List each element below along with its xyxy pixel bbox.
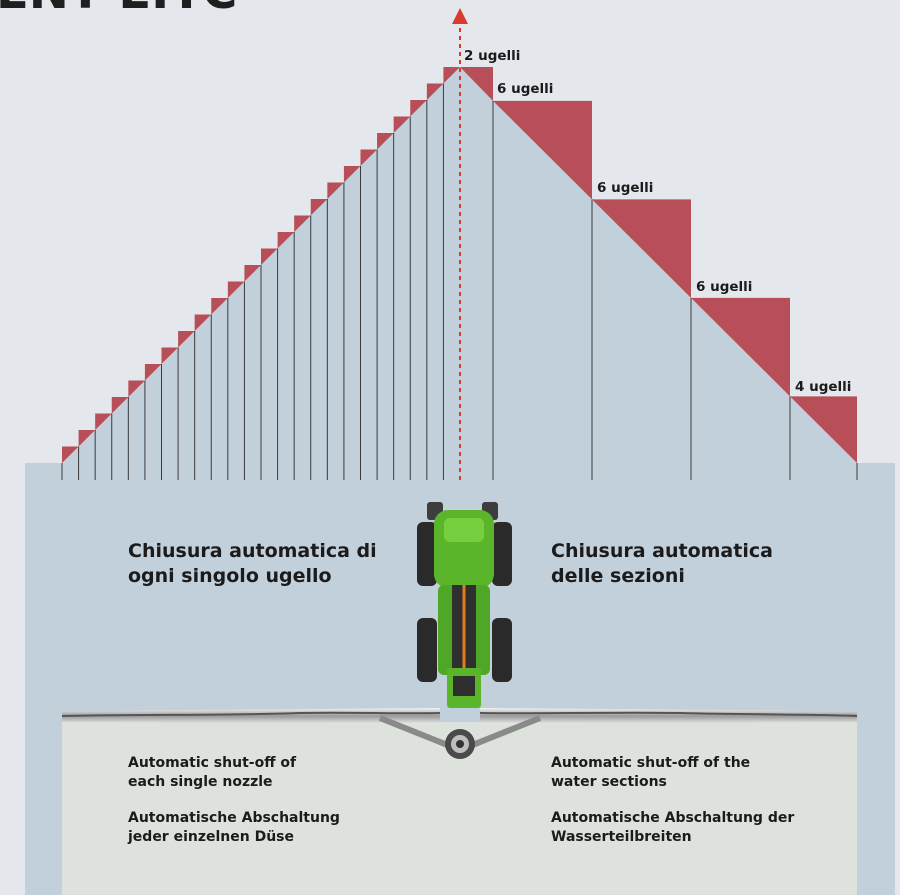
- shutoff-steps: [62, 67, 857, 463]
- nozzle-lines: [61, 83, 858, 480]
- nozzle-step: [111, 397, 129, 414]
- tractor-sprayer-icon: [417, 502, 512, 708]
- right-title: Chiusura automatica delle sezioni: [551, 540, 773, 587]
- nozzle-step: [128, 380, 145, 397]
- left-subtitle-de: Automatische Abschaltung jeder einzelnen…: [128, 810, 340, 845]
- nozzle-step: [261, 248, 278, 265]
- header-title-fragment: ENT EIYC: [0, 0, 237, 20]
- nozzle-step: [393, 116, 411, 133]
- nozzle-label-section-3: 6 ugelli: [696, 279, 752, 295]
- sprayer-boom: [61, 708, 858, 759]
- section-step: [592, 199, 691, 298]
- section-step: [460, 67, 493, 101]
- nozzle-step: [78, 430, 96, 447]
- nozzle-step: [377, 133, 394, 150]
- nozzle-label-center: 2 ugelli: [464, 48, 520, 64]
- nozzle-step: [95, 413, 112, 430]
- nozzle-label-section-2: 6 ugelli: [597, 180, 653, 196]
- left-title: Chiusura automatica di ogni singolo ugel…: [128, 540, 377, 587]
- nozzle-step: [277, 232, 295, 249]
- section-step: [691, 297, 790, 397]
- nozzle-step: [211, 298, 228, 315]
- nozzle-step: [62, 446, 79, 463]
- nozzle-step: [410, 100, 427, 117]
- nozzle-step: [294, 215, 311, 232]
- nozzle-step: [178, 331, 195, 348]
- nozzle-step: [443, 67, 460, 84]
- nozzle-step: [227, 281, 245, 298]
- direction-arrow-icon: [452, 8, 468, 24]
- section-step: [790, 396, 857, 463]
- nozzle-step: [161, 347, 179, 364]
- right-subtitle-en: Automatic shut-off of the water sections: [551, 755, 751, 790]
- section-step: [493, 100, 592, 200]
- nozzle-step: [343, 166, 361, 183]
- left-subtitle-en: Automatic shut-off of each single nozzle: [128, 755, 297, 790]
- nozzle-label-section-4: 4 ugelli: [795, 379, 851, 395]
- nozzle-step: [426, 83, 444, 100]
- nozzle-step: [360, 149, 378, 166]
- nozzle-label-section-1: 6 ugelli: [497, 81, 553, 97]
- nozzle-count-labels: 2 ugelli 6 ugelli 6 ugelli 6 ugelli 4 ug…: [464, 48, 851, 395]
- nozzle-step: [194, 314, 212, 331]
- nozzle-step: [144, 364, 162, 381]
- nozzle-step: [244, 265, 261, 282]
- right-subtitle-de: Automatische Abschaltung der Wasserteilb…: [551, 810, 795, 845]
- nozzle-step: [327, 182, 344, 199]
- nozzle-step: [310, 199, 328, 216]
